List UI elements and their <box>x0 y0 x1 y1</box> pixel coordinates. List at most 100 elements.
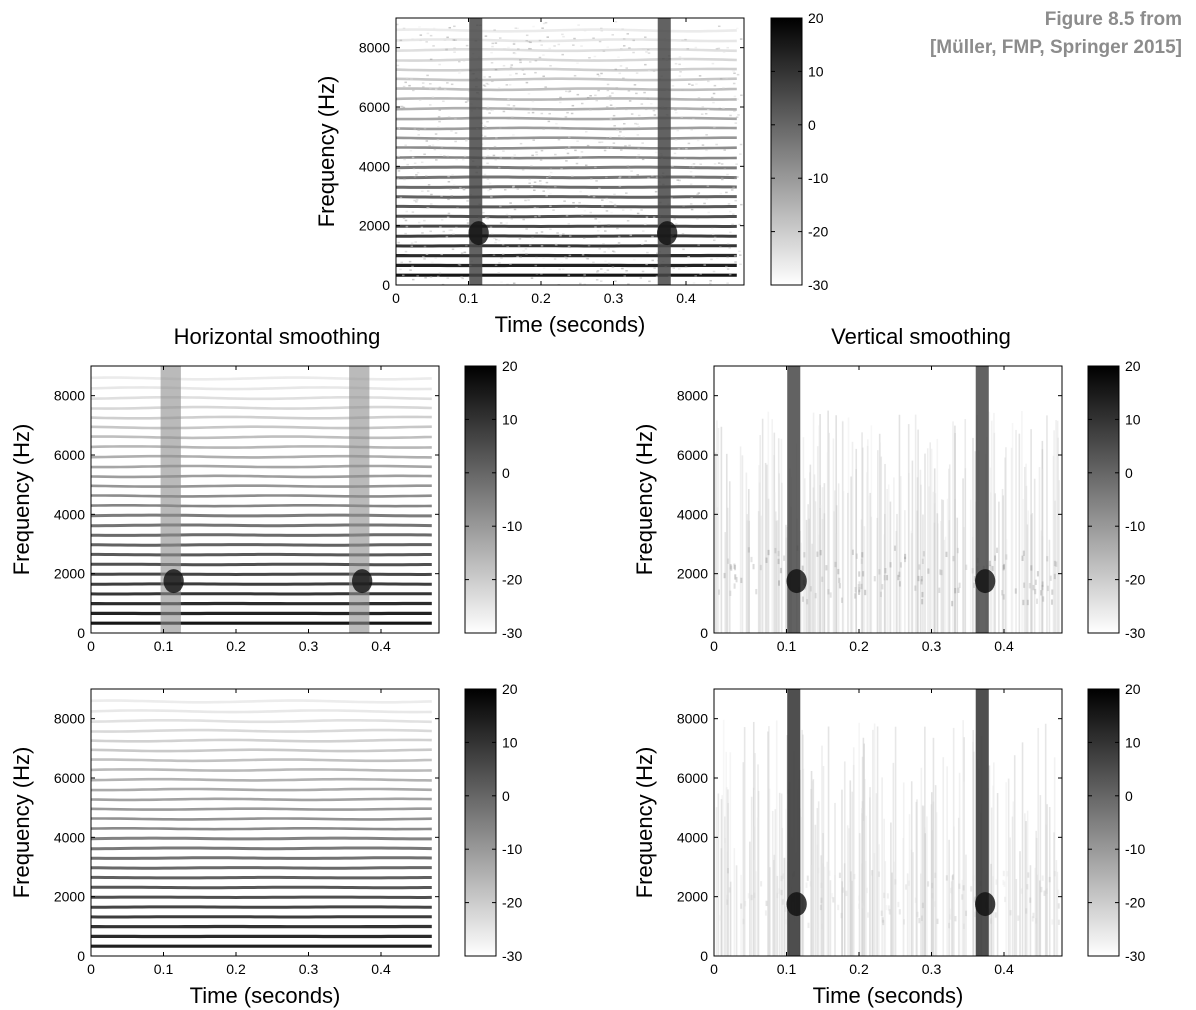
y-tick-label: 8000 <box>359 40 390 56</box>
y-tick-label: 6000 <box>359 99 390 115</box>
partial-line <box>91 425 432 430</box>
x-tick-label: 0.1 <box>777 961 797 977</box>
spectrogram-image-0 <box>396 18 744 285</box>
colorbar-tick-label: 0 <box>1125 788 1133 804</box>
y-tick-label: 2000 <box>677 889 708 905</box>
x-tick-label: 0.1 <box>777 638 797 654</box>
spectrogram-4: 0 0.1 0.2 0.3 0.4 0 2000 4000 6000 8000 Time (seco… <box>632 681 1145 1008</box>
y-tick-label: 0 <box>77 625 85 641</box>
x-tick-label: 0 <box>87 638 95 654</box>
colorbar-tick-label: -10 <box>502 518 522 534</box>
partial-line <box>396 57 737 62</box>
partial-line <box>91 856 432 860</box>
colorbar-tick-label: 0 <box>1125 465 1133 481</box>
onset-blob <box>657 221 678 246</box>
partial-line <box>396 28 737 33</box>
onset-blob <box>975 569 996 594</box>
y-tick-label: 0 <box>700 625 708 641</box>
partial-line <box>91 533 432 537</box>
partial-line <box>91 719 432 724</box>
column-title-horizontal-smoothing: Horizontal smoothing <box>173 324 381 349</box>
colorbar-gradient <box>770 17 803 286</box>
y-tick-label: 6000 <box>677 770 708 786</box>
partial-line <box>396 87 737 92</box>
x-tick-label: 0.4 <box>676 290 696 306</box>
partial-line <box>91 728 432 733</box>
onset-band <box>160 366 181 633</box>
colorbar-tick-label: -10 <box>1125 841 1145 857</box>
colorbar-gradient <box>1087 688 1120 957</box>
y-axis-label: Frequency (Hz) <box>314 76 339 228</box>
onset-band <box>975 689 989 956</box>
colorbar: 20 10 0 -10 -20 -30 <box>464 358 522 641</box>
colorbar: 20 10 0 -10 -20 -30 <box>1087 358 1145 641</box>
partial-line <box>91 464 432 469</box>
partial-line <box>396 165 737 170</box>
colorbar-tick-label: 0 <box>808 117 816 133</box>
spectrogram-image-1 <box>91 366 439 633</box>
colorbar-gradient <box>1087 365 1120 634</box>
y-tick-label: 8000 <box>54 711 85 727</box>
partial-line <box>396 67 737 72</box>
x-tick-label: 0.4 <box>371 961 391 977</box>
x-tick-label: 0.4 <box>994 638 1014 654</box>
colorbar-tick-label: -20 <box>502 572 522 588</box>
colorbar-tick-label: -30 <box>808 277 828 293</box>
partial-line <box>91 817 432 821</box>
colorbar-tick-label: 10 <box>502 411 518 427</box>
colorbar-tick-label: 10 <box>1125 734 1141 750</box>
partial-line <box>396 48 737 53</box>
colorbar-tick-label: 20 <box>1125 358 1141 374</box>
x-tick-label: 0 <box>392 290 400 306</box>
spectrogram-image-4 <box>714 689 1062 956</box>
x-axis-label: Time (seconds) <box>813 983 964 1008</box>
partial-line <box>91 787 432 792</box>
y-tick-label: 2000 <box>359 218 390 234</box>
partial-line <box>91 827 432 831</box>
colorbar: 20 10 0 -10 -20 -30 <box>1087 681 1145 964</box>
partial-line <box>396 195 737 199</box>
x-tick-label: 0.2 <box>226 961 246 977</box>
x-tick-label: 0.3 <box>922 961 942 977</box>
partial-line <box>91 523 432 528</box>
x-tick-label: 0.3 <box>299 961 319 977</box>
y-tick-label: 4000 <box>54 829 85 845</box>
partial-line <box>91 875 432 880</box>
x-axis-label: Time (seconds) <box>495 312 646 337</box>
partial-line <box>396 126 737 131</box>
colorbar-tick-label: -30 <box>502 948 522 964</box>
x-tick-label: 0 <box>710 961 718 977</box>
y-tick-label: 4000 <box>677 506 708 522</box>
y-tick-label: 2000 <box>677 566 708 582</box>
partial-line <box>396 156 737 160</box>
y-tick-label: 2000 <box>54 566 85 582</box>
colorbar-tick-label: 20 <box>1125 681 1141 697</box>
onset-band <box>787 689 801 956</box>
colorbar-tick-label: -20 <box>808 224 828 240</box>
plot-frame <box>90 365 440 634</box>
partial-line <box>396 106 737 111</box>
partial-line <box>91 405 432 410</box>
x-tick-label: 0.2 <box>849 638 869 654</box>
partial-line <box>91 748 432 753</box>
figure-caption-line1: Figure 8.5 from <box>1044 9 1182 30</box>
plot-frame <box>395 17 745 286</box>
colorbar-tick-label: 10 <box>1125 411 1141 427</box>
y-tick-label: 0 <box>77 948 85 964</box>
partial-line <box>91 386 432 391</box>
y-tick-label: 8000 <box>54 388 85 404</box>
partial-line <box>91 543 432 547</box>
onset-band <box>787 366 801 633</box>
x-tick-label: 0 <box>710 638 718 654</box>
onset-band <box>349 366 370 633</box>
colorbar-tick-label: -30 <box>1125 948 1145 964</box>
partial-line <box>91 699 432 704</box>
colorbar-tick-label: 0 <box>502 465 510 481</box>
partial-line <box>396 185 737 189</box>
y-axis-label: Frequency (Hz) <box>9 424 34 576</box>
colorbar-tick-label: -20 <box>1125 572 1145 588</box>
colorbar-gradient <box>464 688 497 957</box>
spectrogram-3: 0 0.1 0.2 0.3 0.4 0 2000 4000 6000 8000 Time (seco… <box>9 681 522 1008</box>
y-tick-label: 2000 <box>54 889 85 905</box>
x-tick-label: 0.2 <box>849 961 869 977</box>
